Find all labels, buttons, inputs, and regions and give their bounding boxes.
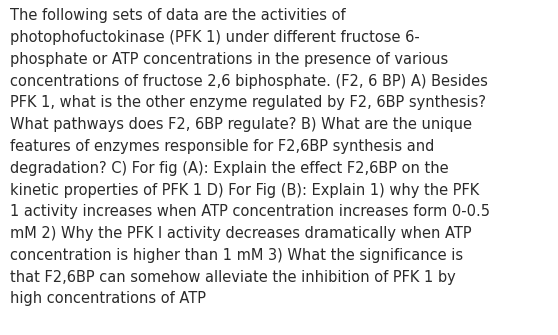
Text: mM 2) Why the PFK I activity decreases dramatically when ATP: mM 2) Why the PFK I activity decreases d… bbox=[10, 226, 472, 241]
Text: 1 activity increases when ATP concentration increases form 0-0.5: 1 activity increases when ATP concentrat… bbox=[10, 204, 490, 219]
Text: phosphate or ATP concentrations in the presence of various: phosphate or ATP concentrations in the p… bbox=[10, 52, 448, 67]
Text: kinetic properties of PFK 1 D) For Fig (B): Explain 1) why the PFK: kinetic properties of PFK 1 D) For Fig (… bbox=[10, 183, 479, 198]
Text: degradation? C) For fig (A): Explain the effect F2,6BP on the: degradation? C) For fig (A): Explain the… bbox=[10, 161, 449, 176]
Text: photophofuctokinase (PFK 1) under different fructose 6-: photophofuctokinase (PFK 1) under differ… bbox=[10, 30, 420, 45]
Text: concentration is higher than 1 mM 3) What the significance is: concentration is higher than 1 mM 3) Wha… bbox=[10, 248, 463, 263]
Text: What pathways does F2, 6BP regulate? B) What are the unique: What pathways does F2, 6BP regulate? B) … bbox=[10, 117, 472, 132]
Text: concentrations of fructose 2,6 biphosphate. (F2, 6 BP) A) Besides: concentrations of fructose 2,6 biphospha… bbox=[10, 74, 488, 89]
Text: features of enzymes responsible for F2,6BP synthesis and: features of enzymes responsible for F2,6… bbox=[10, 139, 435, 154]
Text: PFK 1, what is the other enzyme regulated by F2, 6BP synthesis?: PFK 1, what is the other enzyme regulate… bbox=[10, 95, 486, 111]
Text: that F2,6BP can somehow alleviate the inhibition of PFK 1 by: that F2,6BP can somehow alleviate the in… bbox=[10, 270, 456, 285]
Text: The following sets of data are the activities of: The following sets of data are the activ… bbox=[10, 8, 345, 23]
Text: high concentrations of ATP: high concentrations of ATP bbox=[10, 291, 206, 307]
